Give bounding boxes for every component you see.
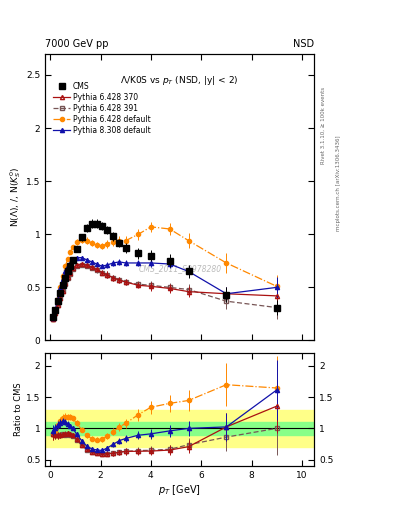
- Text: Rivet 3.1.10, ≥ 100k events: Rivet 3.1.10, ≥ 100k events: [320, 87, 325, 164]
- Text: mcplots.cern.ch [arXiv:1306.3436]: mcplots.cern.ch [arXiv:1306.3436]: [336, 135, 341, 230]
- Text: NSD: NSD: [293, 39, 314, 50]
- Y-axis label: Ratio to CMS: Ratio to CMS: [14, 383, 23, 436]
- Y-axis label: N($\Lambda$), /, N($K^{0}_{S}$): N($\Lambda$), /, N($K^{0}_{S}$): [8, 167, 23, 227]
- X-axis label: $p_T$ [GeV]: $p_T$ [GeV]: [158, 482, 201, 497]
- Text: CMS_2011_S8978280: CMS_2011_S8978280: [138, 264, 221, 273]
- Legend: CMS, Pythia 6.428 370, Pythia 6.428 391, Pythia 6.428 default, Pythia 8.308 defa: CMS, Pythia 6.428 370, Pythia 6.428 391,…: [52, 80, 152, 136]
- Text: 7000 GeV pp: 7000 GeV pp: [45, 39, 109, 50]
- Text: $\Lambda$/K0S vs $p_T$ (NSD, |y| < 2): $\Lambda$/K0S vs $p_T$ (NSD, |y| < 2): [121, 74, 239, 87]
- Bar: [45, 410, 314, 447]
- Bar: [45, 422, 314, 435]
